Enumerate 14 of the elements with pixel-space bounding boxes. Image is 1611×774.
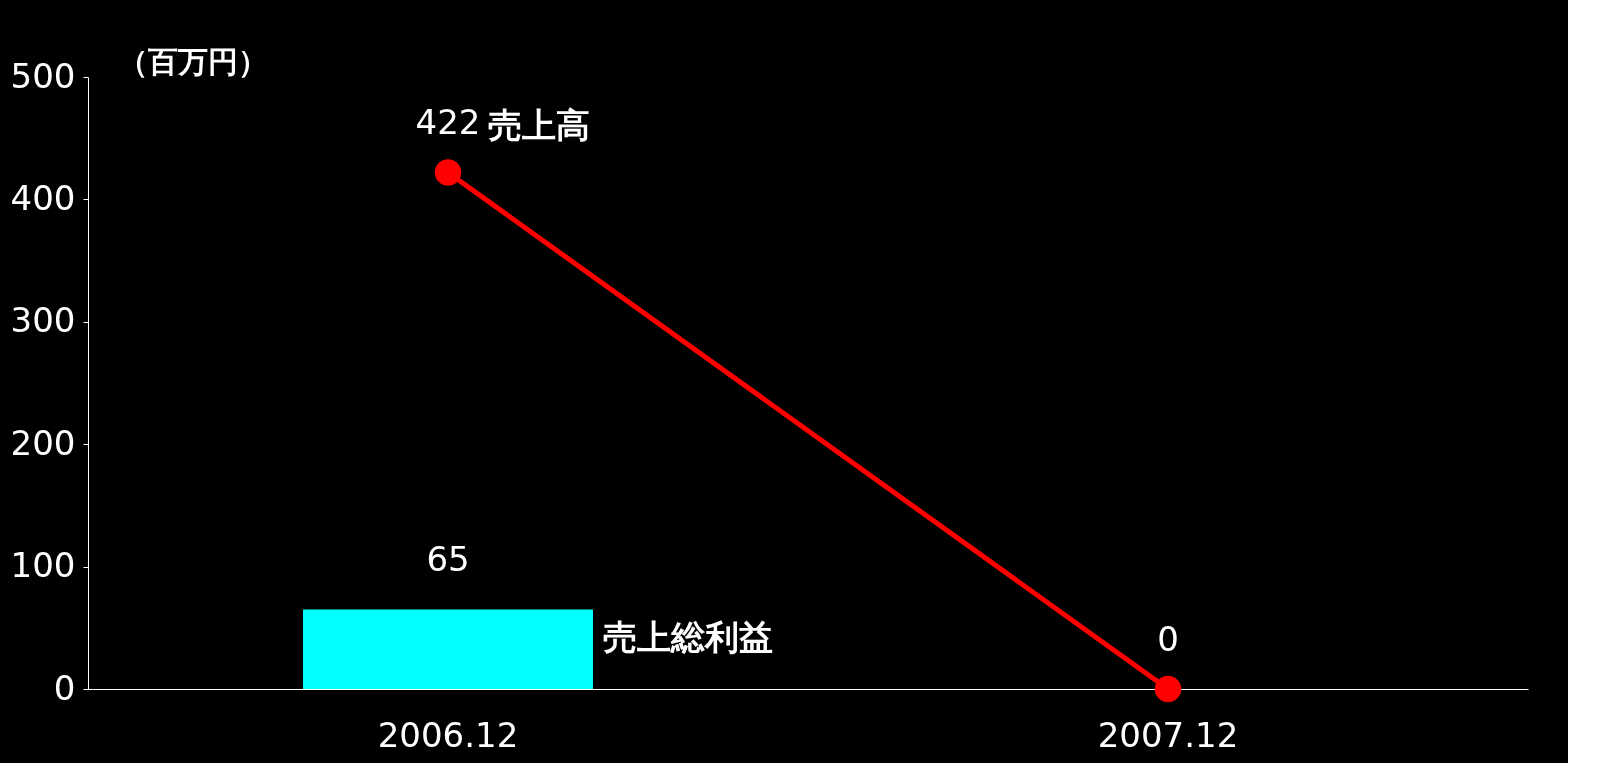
y-axis-title: （百万円） (118, 44, 268, 79)
data-label: 422 (415, 102, 481, 143)
y-tick-label: 300 (10, 300, 76, 341)
series-label: 売上高 (488, 105, 590, 146)
y-tick-label: 500 (10, 55, 76, 96)
y-tick-label: 400 (10, 177, 76, 218)
data-label: 0 (1157, 619, 1179, 659)
y-tick-label: 100 (10, 545, 76, 586)
y-tick-label: 200 (10, 422, 76, 463)
series-label: 売上総利益 (603, 617, 773, 658)
x-tick-label: 2006.12 (377, 714, 519, 755)
data-label: 65 (426, 539, 470, 580)
x-tick-label: 2007.12 (1097, 714, 1239, 755)
y-tick-label: 0 (53, 667, 76, 708)
